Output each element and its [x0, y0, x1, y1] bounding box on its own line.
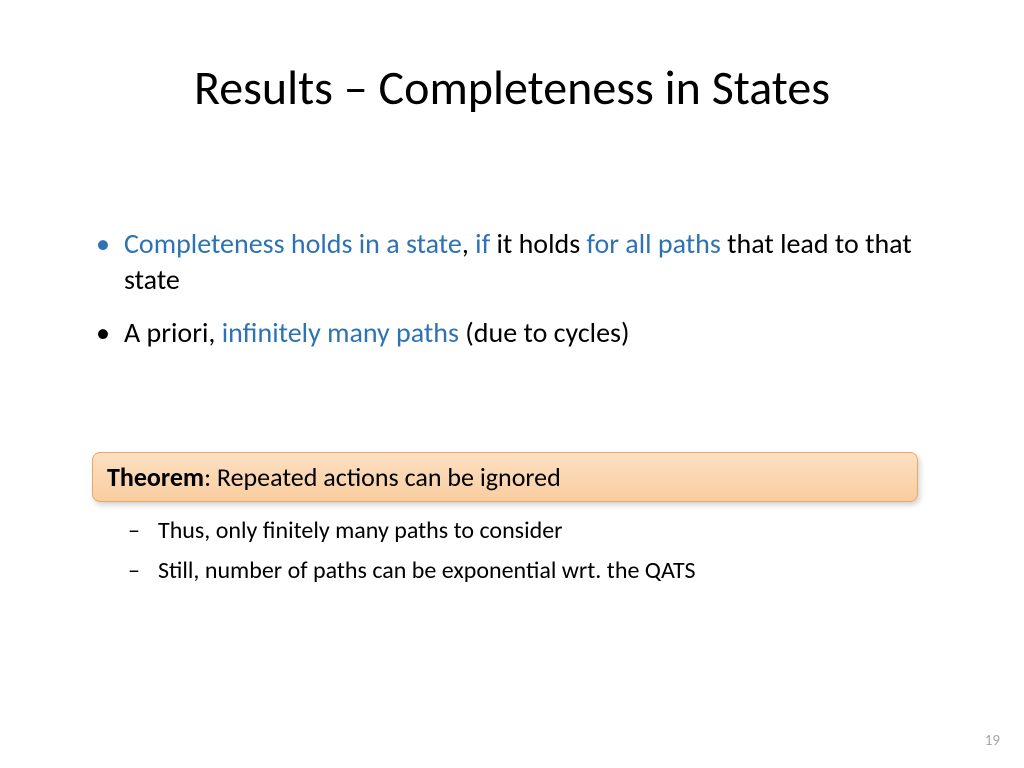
bullet-1-seg5: for all paths	[586, 226, 720, 261]
bullet-1-seg4: it holds	[490, 226, 586, 261]
theorem-text: : Repeated actions can be ignored	[204, 461, 561, 493]
main-bullet-list: Completeness holds in a state, if it hol…	[92, 226, 932, 367]
bullet-1-seg2: ,	[462, 226, 475, 261]
bullet-1-seg1: Completeness holds in a state	[124, 226, 462, 261]
theorem-box: Theorem: Repeated actions can be ignored	[92, 452, 918, 502]
bullet-2: A priori, infinitely many paths (due to …	[92, 315, 932, 351]
theorem-label: Theorem	[107, 461, 204, 493]
sublist-item-1: Thus, only finitely many paths to consid…	[128, 514, 932, 548]
theorem-sublist: Thus, only finitely many paths to consid…	[128, 514, 932, 593]
bullet-2-seg2: infinitely many paths	[222, 315, 459, 350]
bullet-1: Completeness holds in a state, if it hol…	[92, 226, 932, 299]
sublist-item-2: Still, number of paths can be exponentia…	[128, 554, 932, 588]
slide-title: Results – Completeness in States	[0, 58, 1024, 117]
bullet-2-seg3: (due to cycles)	[459, 315, 630, 350]
page-number: 19	[985, 732, 1000, 750]
bullet-2-seg1: A priori,	[124, 315, 222, 350]
bullet-1-seg3: if	[475, 226, 490, 261]
